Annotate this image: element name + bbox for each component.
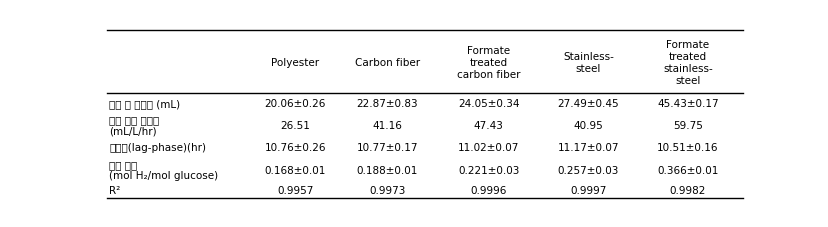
Text: 41.16: 41.16 — [372, 121, 402, 131]
Text: 0.221±0.03: 0.221±0.03 — [458, 165, 519, 175]
Text: Formate
treated
carbon fiber: Formate treated carbon fiber — [456, 45, 520, 79]
Text: 0.9996: 0.9996 — [470, 185, 507, 195]
Text: 59.75: 59.75 — [672, 121, 702, 131]
Text: 11.02±0.07: 11.02±0.07 — [458, 143, 519, 153]
Text: 0.9997: 0.9997 — [570, 185, 606, 195]
Text: 47.43: 47.43 — [474, 121, 503, 131]
Text: 10.51±0.16: 10.51±0.16 — [657, 143, 718, 153]
Text: 40.95: 40.95 — [573, 121, 603, 131]
Text: 최대 수소 생산량
(mL/L/hr): 최대 수소 생산량 (mL/L/hr) — [109, 115, 160, 136]
Text: Formate
treated
stainless-
steel: Formate treated stainless- steel — [662, 39, 712, 85]
Text: 24.05±0.34: 24.05±0.34 — [458, 99, 519, 109]
Text: 11.17±0.07: 11.17±0.07 — [557, 143, 619, 153]
Text: 10.77±0.17: 10.77±0.17 — [356, 143, 418, 153]
Text: Polyester: Polyester — [271, 57, 319, 67]
Text: 0.366±0.01: 0.366±0.01 — [657, 165, 718, 175]
Text: 0.9973: 0.9973 — [369, 185, 405, 195]
Text: R²: R² — [109, 185, 121, 195]
Text: 0.168±0.01: 0.168±0.01 — [264, 165, 325, 175]
Text: 27.49±0.45: 27.49±0.45 — [557, 99, 619, 109]
Text: 22.87±0.83: 22.87±0.83 — [356, 99, 418, 109]
Text: 0.257±0.03: 0.257±0.03 — [557, 165, 619, 175]
Text: 수소 수율
(mol H₂/mol glucose): 수소 수율 (mol H₂/mol glucose) — [109, 159, 219, 180]
Text: 20.06±0.26: 20.06±0.26 — [264, 99, 325, 109]
Text: 수소 쬝 생산량 (mL): 수소 쬝 생산량 (mL) — [109, 99, 181, 109]
Text: 0.9982: 0.9982 — [669, 185, 705, 195]
Text: 10.76±0.26: 10.76±0.26 — [264, 143, 325, 153]
Text: 45.43±0.17: 45.43±0.17 — [657, 99, 718, 109]
Text: 0.188±0.01: 0.188±0.01 — [356, 165, 418, 175]
Text: Stainless-
steel: Stainless- steel — [562, 51, 613, 73]
Text: 0.9957: 0.9957 — [277, 185, 313, 195]
Text: 유도기(lag-phase)(hr): 유도기(lag-phase)(hr) — [109, 143, 206, 153]
Text: 26.51: 26.51 — [280, 121, 310, 131]
Text: Carbon fiber: Carbon fiber — [354, 57, 420, 67]
